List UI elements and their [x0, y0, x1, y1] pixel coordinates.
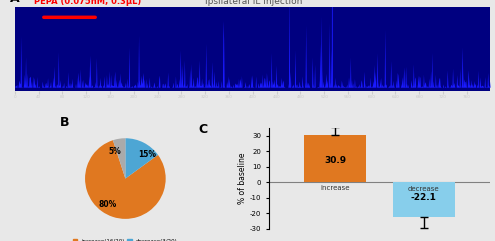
Wedge shape: [85, 140, 166, 219]
Legend: increase(16/20), decrease(3/20): increase(16/20), decrease(3/20): [72, 238, 179, 241]
Text: decrease: decrease: [408, 186, 440, 192]
Text: 5%: 5%: [108, 147, 121, 156]
Text: -22.1: -22.1: [411, 193, 437, 202]
Text: increase: increase: [321, 185, 350, 191]
Y-axis label: % of baseline: % of baseline: [238, 153, 247, 204]
Text: 30.9: 30.9: [324, 156, 346, 165]
Bar: [393, 182, 455, 217]
Text: PEPA (0.075nM, 0.3μL): PEPA (0.075nM, 0.3μL): [34, 0, 141, 6]
Text: A: A: [10, 0, 20, 5]
Text: 15%: 15%: [138, 150, 156, 159]
Bar: [304, 134, 366, 182]
Wedge shape: [125, 138, 158, 179]
Text: Ipsilateral IL injection: Ipsilateral IL injection: [205, 0, 302, 6]
Wedge shape: [113, 138, 125, 179]
Text: 80%: 80%: [99, 200, 117, 209]
Text: B: B: [60, 116, 69, 129]
Text: C: C: [198, 123, 207, 136]
